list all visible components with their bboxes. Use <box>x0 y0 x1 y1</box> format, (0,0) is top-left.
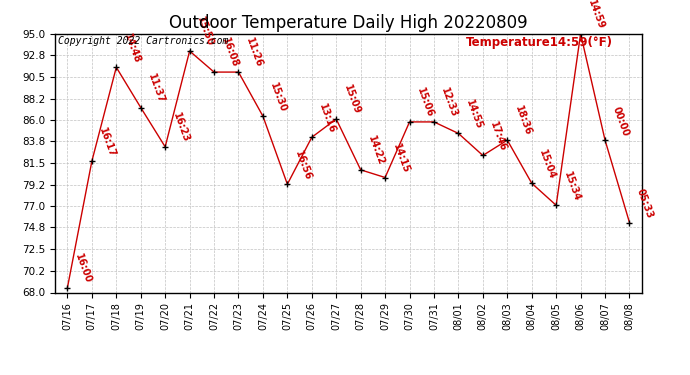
Text: 15:04: 15:04 <box>538 148 558 180</box>
Text: 14:15: 14:15 <box>391 142 411 175</box>
Text: Copyright 2022 Cartronics.com: Copyright 2022 Cartronics.com <box>58 36 228 46</box>
Text: 14:59: 14:59 <box>586 0 606 31</box>
Text: 14:48: 14:48 <box>122 32 142 64</box>
Text: 14:22: 14:22 <box>366 135 386 167</box>
Text: 15:50: 15:50 <box>195 16 215 48</box>
Text: 18:36: 18:36 <box>513 105 533 137</box>
Text: 05:33: 05:33 <box>635 187 655 220</box>
Text: 15:34: 15:34 <box>562 170 582 202</box>
Text: 17:46: 17:46 <box>489 120 509 153</box>
Text: 16:17: 16:17 <box>97 126 117 158</box>
Text: 11:26: 11:26 <box>244 37 264 69</box>
Text: 11:37: 11:37 <box>146 72 166 105</box>
Text: 15:06: 15:06 <box>415 87 435 119</box>
Text: Temperature14:59(°F): Temperature14:59(°F) <box>466 36 613 50</box>
Title: Outdoor Temperature Daily High 20220809: Outdoor Temperature Daily High 20220809 <box>169 14 528 32</box>
Text: 00:00: 00:00 <box>611 105 631 137</box>
Text: 14:55: 14:55 <box>464 98 484 130</box>
Text: 16:00: 16:00 <box>73 252 93 285</box>
Text: 16:23: 16:23 <box>170 111 190 144</box>
Text: 15:09: 15:09 <box>342 84 362 116</box>
Text: 12:33: 12:33 <box>440 87 460 119</box>
Text: 13:16: 13:16 <box>317 102 337 135</box>
Text: 16:56: 16:56 <box>293 149 313 182</box>
Text: 16:08: 16:08 <box>219 37 239 69</box>
Text: 15:30: 15:30 <box>268 81 288 113</box>
